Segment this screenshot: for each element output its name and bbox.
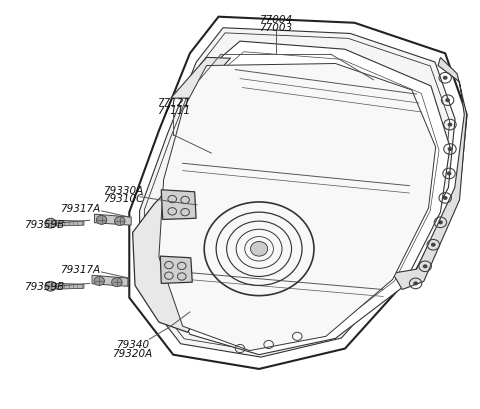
Text: 79320A: 79320A [112,348,153,358]
Text: 77003: 77003 [259,23,292,33]
Circle shape [431,243,436,247]
Polygon shape [56,284,84,290]
Circle shape [45,282,56,292]
Circle shape [447,148,452,152]
Polygon shape [95,215,131,226]
Polygon shape [393,58,467,290]
Polygon shape [129,18,467,369]
Text: 79330A: 79330A [103,185,143,195]
Polygon shape [159,42,450,355]
Circle shape [446,172,451,176]
Polygon shape [92,276,128,287]
Polygon shape [161,190,196,220]
Text: 79340: 79340 [116,339,149,350]
Polygon shape [171,58,230,99]
Text: 79359B: 79359B [24,281,64,292]
Text: 77111: 77111 [156,106,190,116]
Circle shape [94,277,105,286]
Polygon shape [140,29,455,357]
Circle shape [96,216,107,225]
Text: 79317A: 79317A [60,204,100,213]
Text: 79359B: 79359B [24,219,64,229]
Circle shape [443,76,447,81]
Polygon shape [160,256,192,284]
Circle shape [447,123,452,127]
Text: 79310C: 79310C [103,193,143,203]
Polygon shape [132,180,206,333]
Text: 79317A: 79317A [60,265,100,274]
Text: 77004: 77004 [259,15,292,25]
Circle shape [438,221,443,225]
Polygon shape [159,64,436,351]
Circle shape [413,282,418,286]
Circle shape [443,196,447,200]
Circle shape [115,217,125,226]
Circle shape [423,265,428,269]
Circle shape [445,99,450,103]
Circle shape [45,219,56,229]
Circle shape [251,242,268,256]
Text: 77121: 77121 [156,98,190,108]
Circle shape [112,278,122,287]
Polygon shape [56,221,84,227]
